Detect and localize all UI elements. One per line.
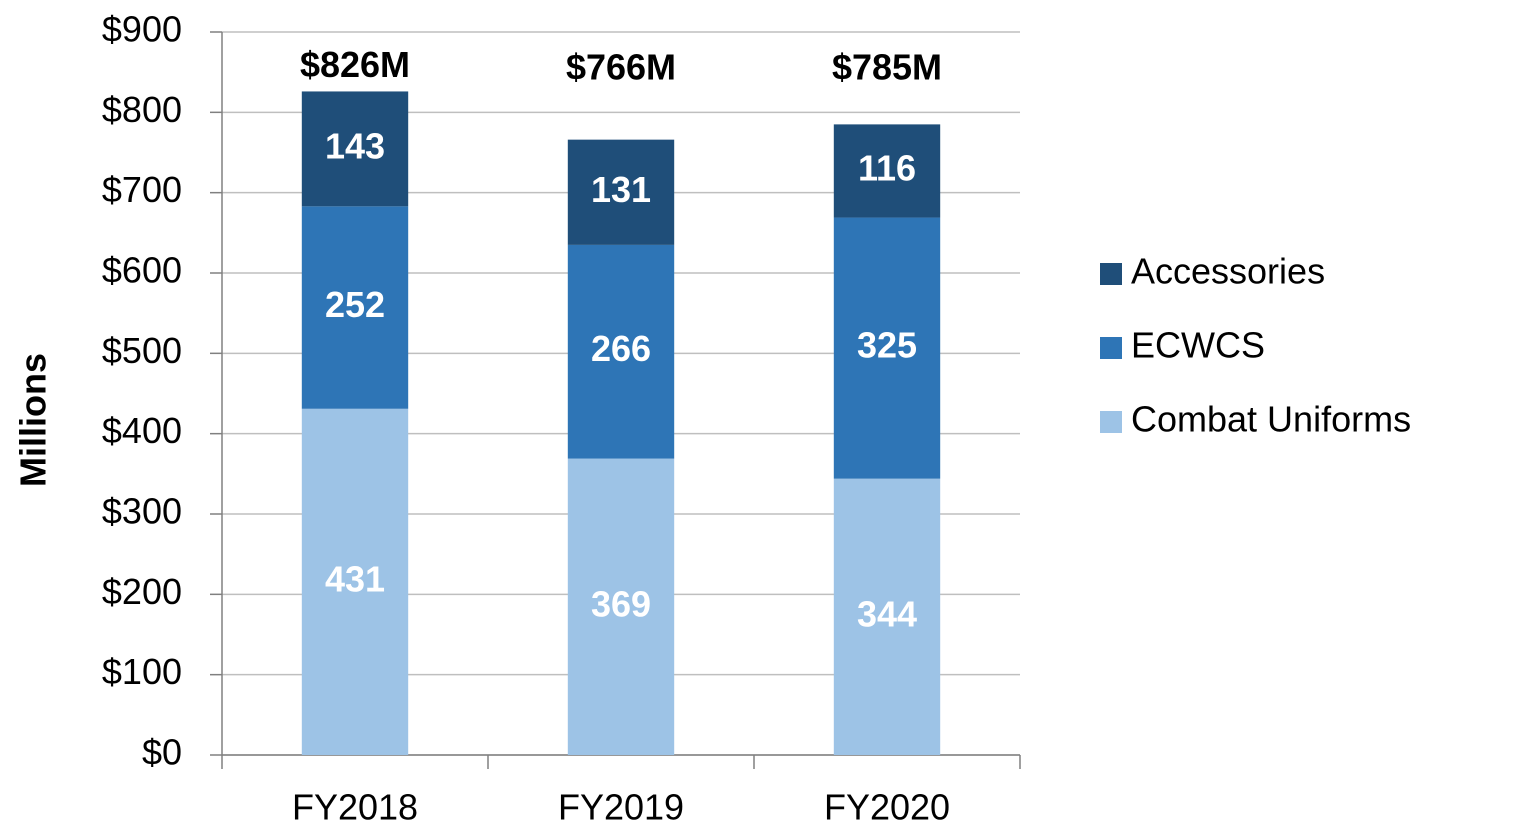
bar-segment [567,139,675,245]
data-label: 344 [857,593,917,634]
bar-segment [833,478,941,755]
y-tick-label: $100 [102,651,182,692]
total-label: $785M [832,47,942,88]
y-tick-label: $300 [102,491,182,532]
x-tick-label: FY2018 [292,787,418,828]
x-tick-label: FY2019 [558,787,684,828]
y-tick-label: $500 [102,330,182,371]
bar-segment [567,458,675,755]
y-tick-label: $400 [102,410,182,451]
y-tick-label: $900 [102,9,182,50]
total-label: $766M [566,47,676,88]
legend-swatch [1100,263,1122,285]
y-tick-label: $0 [142,732,182,773]
bar-segment [567,244,675,459]
legend-label: Accessories [1131,251,1325,292]
x-tick-label: FY2020 [824,787,950,828]
data-label: 131 [591,169,651,210]
y-tick-label: $600 [102,250,182,291]
y-tick-label: $200 [102,571,182,612]
bar-segment [301,91,409,207]
total-label: $826M [300,44,410,85]
data-label: 431 [325,558,385,599]
legend-swatch [1100,337,1122,359]
bar-segment [301,408,409,755]
data-label: 369 [591,583,651,624]
y-axis-label: Millions [13,353,54,487]
data-label: 116 [858,147,916,188]
bar-segment [301,206,409,409]
data-label: 143 [325,125,385,166]
bar-segment [833,124,941,218]
bar-segment [833,217,941,479]
y-tick-label: $800 [102,89,182,130]
legend-label: Combat Uniforms [1131,399,1411,440]
data-label: 266 [591,328,651,369]
data-label: 325 [857,325,917,366]
data-label: 252 [325,284,385,325]
legend-label: ECWCS [1131,325,1265,366]
legend-swatch [1100,411,1122,433]
y-tick-label: $700 [102,169,182,210]
